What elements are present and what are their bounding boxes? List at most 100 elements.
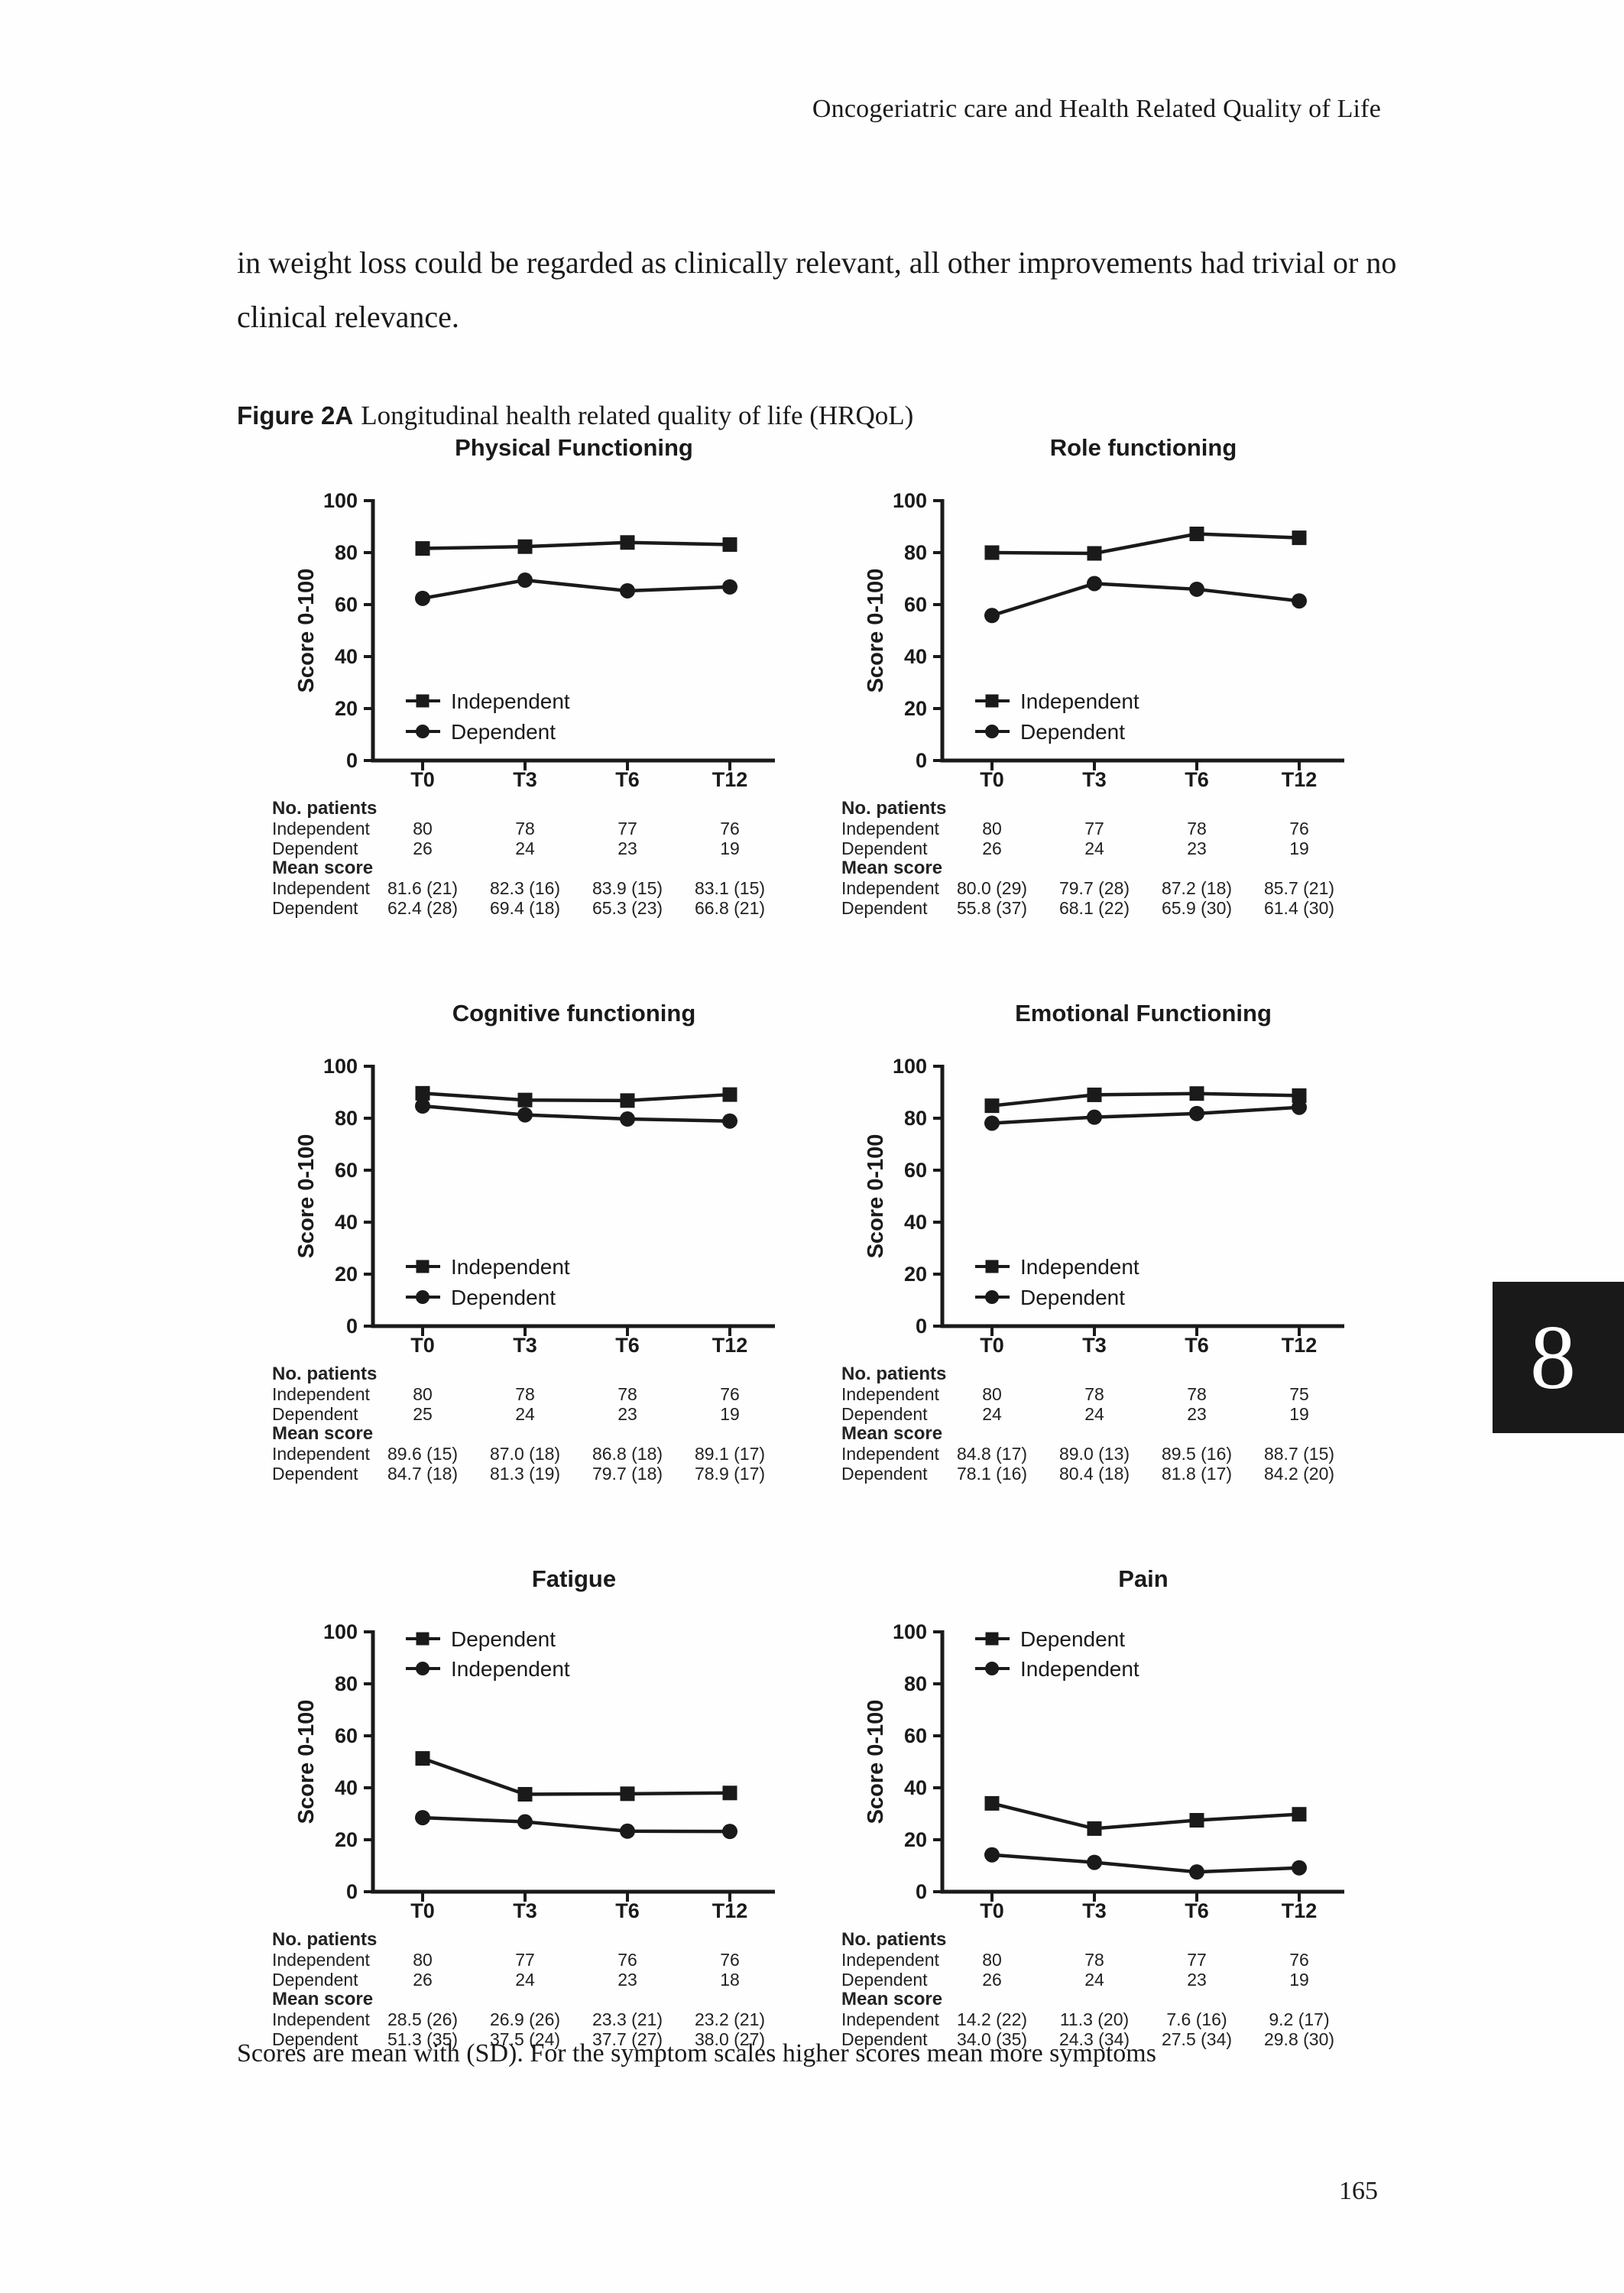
y-tick-label: 100 xyxy=(323,1620,358,1643)
data-point-dependent xyxy=(517,1787,533,1802)
series-line-independent xyxy=(991,1091,1300,1108)
legend-square-icon xyxy=(985,1260,999,1273)
table-cell: 78 xyxy=(515,1384,535,1404)
table-cell: 24 xyxy=(515,1404,535,1424)
data-point-independent xyxy=(722,1824,737,1840)
table-row-label: Dependent xyxy=(272,1404,358,1424)
y-axis-label: Score 0-100 xyxy=(864,569,888,693)
legend-item-dependent: Dependent xyxy=(406,1286,556,1309)
chapter-number: 8 xyxy=(1530,1306,1576,1408)
chart-title: Physical Functioning xyxy=(455,434,693,461)
table-cell: 89.0 (13) xyxy=(1058,1444,1130,1464)
x-tick-label: T0 xyxy=(410,768,435,791)
running-header: Oncogeriatric care and Health Related Qu… xyxy=(812,95,1381,123)
legend-label: Dependent xyxy=(451,1627,556,1651)
data-point-dependent xyxy=(415,590,430,606)
table-cell: 86.8 (18) xyxy=(592,1444,663,1464)
y-tick-label: 60 xyxy=(335,1159,358,1182)
series-line-independent xyxy=(422,540,731,550)
data-point-dependent xyxy=(1189,581,1204,597)
table-cell: 11.3 (20) xyxy=(1059,2009,1130,2029)
y-tick-label: 0 xyxy=(916,1880,927,1903)
table-row-label: Dependent xyxy=(272,838,358,858)
table-cell: 23 xyxy=(1187,1970,1207,1990)
table-cell: 62.4 (28) xyxy=(387,898,459,918)
table-row-label: Independent xyxy=(841,1950,939,1970)
table-cell: 19 xyxy=(1289,1970,1309,1990)
y-tick-label: 100 xyxy=(893,1055,927,1078)
data-point-dependent xyxy=(517,1107,533,1123)
x-tick-label: T0 xyxy=(980,1899,1004,1922)
chart-title: Emotional Functioning xyxy=(1015,1000,1272,1026)
chart-block-physical-functioning: Physical Functioning Score 0-100 0 20 40 60 80… xyxy=(258,428,793,918)
series-line-dependent xyxy=(422,1756,731,1796)
x-tick-label: T3 xyxy=(513,1899,537,1922)
series-line-dependent xyxy=(991,582,1300,618)
y-tick-label: 40 xyxy=(335,645,358,668)
series-line-dependent xyxy=(991,1802,1300,1831)
y-tick-label: 0 xyxy=(916,1315,927,1338)
legend-square-icon xyxy=(985,694,999,708)
y-tick-label: 0 xyxy=(346,1315,358,1338)
table-cell: 7.6 (16) xyxy=(1166,2009,1227,2029)
data-point-independent xyxy=(984,1098,1000,1114)
table-row-label: Dependent xyxy=(272,898,358,918)
table-cell: 9.2 (17) xyxy=(1269,2009,1330,2029)
table-section-label: No. patients xyxy=(272,1364,378,1384)
table-section-label: Mean score xyxy=(272,858,374,878)
table-cell: 27.5 (34) xyxy=(1161,2029,1233,2049)
legend-label: Dependent xyxy=(1020,1286,1125,1309)
series-line-independent xyxy=(422,1091,731,1103)
table-cell: 34.0 (35) xyxy=(956,2029,1028,2049)
legend-item-independent: Independent xyxy=(406,1255,570,1279)
table-cell: 24 xyxy=(1084,838,1104,858)
y-tick-label: 40 xyxy=(904,645,927,668)
table-cell: 26.9 (26) xyxy=(489,2009,561,2029)
table-row-label: Independent xyxy=(272,878,370,898)
table-row-label: Dependent xyxy=(841,838,928,858)
data-point-independent xyxy=(415,1085,430,1101)
data-point-independent xyxy=(984,545,1000,560)
table-cell: 24.3 (34) xyxy=(1058,2029,1130,2049)
table-cell: 23 xyxy=(1187,1404,1207,1424)
table-row-label: Independent xyxy=(841,1444,939,1464)
y-tick-label: 40 xyxy=(335,1776,358,1799)
legend-label: Dependent xyxy=(1020,720,1125,744)
chart-cognitive-functioning: Cognitive functioning Score 0-100 0 20 40 60 8… xyxy=(294,1000,775,1357)
y-tick-label: 80 xyxy=(904,1107,927,1130)
data-point-dependent xyxy=(722,1113,737,1129)
table-cell: 87.0 (18) xyxy=(489,1444,561,1464)
table-cell: 66.8 (21) xyxy=(694,898,766,918)
x-tick-label: T0 xyxy=(410,1899,435,1922)
table-section-label: No. patients xyxy=(841,1364,947,1384)
series-line-independent xyxy=(991,532,1300,556)
table-cell: 61.4 (30) xyxy=(1263,898,1335,918)
y-tick-label: 60 xyxy=(335,1724,358,1747)
data-point-independent xyxy=(517,539,533,554)
x-tick-label: T3 xyxy=(1082,1899,1107,1922)
chart-block-emotional-functioning: Emotional Functioning Score 0-100 0 20 40 60 8… xyxy=(828,994,1363,1484)
data-point-independent xyxy=(1189,527,1204,542)
table-cell: 77 xyxy=(1187,1950,1207,1970)
x-tick-label: T6 xyxy=(615,768,640,791)
table-cell: 24 xyxy=(1084,1970,1104,1990)
data-point-dependent xyxy=(1189,1813,1204,1828)
table-cell: 23 xyxy=(618,1404,637,1424)
table-cell: 89.1 (17) xyxy=(694,1444,766,1464)
series-line-independent xyxy=(422,1815,731,1834)
table-cell: 38.0 (27) xyxy=(694,2029,766,2049)
data-point-independent xyxy=(1087,546,1102,561)
y-tick-label: 20 xyxy=(335,1828,358,1851)
table-cell: 25 xyxy=(413,1404,433,1424)
legend-item-dependent: Dependent xyxy=(406,720,556,744)
data-point-independent xyxy=(1087,1087,1102,1102)
series-line-dependent xyxy=(991,1105,1300,1125)
legend-circle-icon xyxy=(985,1290,999,1304)
x-tick-label: T12 xyxy=(1282,1899,1318,1922)
x-tick-label: T12 xyxy=(712,1899,748,1922)
table-cell: 19 xyxy=(720,838,740,858)
series-line-dependent xyxy=(422,1104,731,1123)
table-cell: 65.3 (23) xyxy=(592,898,663,918)
data-point-independent xyxy=(620,1093,635,1108)
table-cell: 78 xyxy=(515,819,535,838)
